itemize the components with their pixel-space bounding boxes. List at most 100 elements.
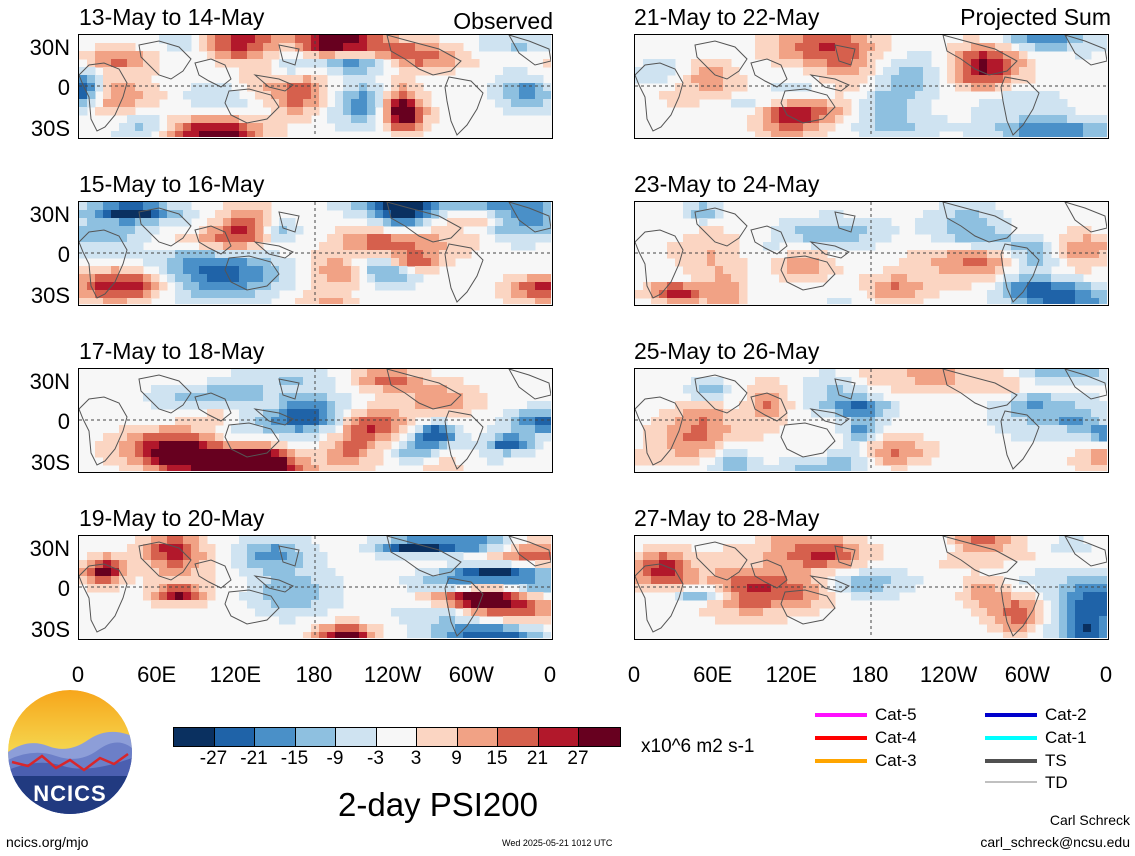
field-cell <box>1067 250 1076 259</box>
field-cell <box>399 608 408 617</box>
field-cell <box>263 274 272 283</box>
field-cell <box>955 59 964 68</box>
field-cell <box>527 75 536 84</box>
field-cell <box>159 393 168 402</box>
field-cell <box>527 449 536 458</box>
field-cell <box>707 608 716 617</box>
field-cell <box>247 425 256 434</box>
field-cell <box>527 425 536 434</box>
field-cell <box>343 258 352 267</box>
field-cell <box>827 75 836 84</box>
field-cell <box>127 441 136 450</box>
field-cell <box>899 67 908 76</box>
field-cell <box>1091 417 1100 426</box>
field-cell <box>303 449 312 458</box>
field-cell <box>1043 115 1052 124</box>
field-cell <box>1075 449 1084 458</box>
field-cell <box>407 624 416 633</box>
field-cell <box>207 266 216 275</box>
field-cell <box>699 274 708 283</box>
field-cell <box>771 536 780 545</box>
field-cell <box>771 131 780 137</box>
field-cell <box>415 51 424 60</box>
field-cell <box>423 67 432 76</box>
field-cell <box>223 282 232 291</box>
field-cell <box>987 552 996 561</box>
field-cell <box>787 99 796 108</box>
coastline <box>278 44 300 66</box>
author-email[interactable]: carl_schreck@ncsu.edu <box>980 834 1130 850</box>
field-cell <box>111 266 120 275</box>
field-cell <box>183 202 192 211</box>
field-cell <box>111 274 120 283</box>
field-cell <box>335 51 344 60</box>
field-cell <box>715 425 724 434</box>
field-cell <box>979 274 988 283</box>
field-cell <box>415 385 424 394</box>
field-cell <box>335 576 344 585</box>
field-cell <box>175 425 184 434</box>
field-cell <box>931 266 940 275</box>
field-cell <box>519 433 528 442</box>
field-cell <box>231 457 240 466</box>
field-cell <box>1099 401 1107 410</box>
track-legend-label: Cat-3 <box>875 751 917 770</box>
field-cell <box>231 250 240 259</box>
field-cell <box>143 298 152 304</box>
field-cell <box>247 568 256 577</box>
coastline <box>444 76 484 136</box>
field-cell <box>503 425 512 434</box>
field-cell <box>159 560 168 569</box>
field-cell <box>995 417 1004 426</box>
field-cell <box>683 425 692 434</box>
field-cell <box>151 99 160 108</box>
field-cell <box>447 576 456 585</box>
field-cell <box>255 608 264 617</box>
field-cell <box>183 433 192 442</box>
field-cell <box>367 258 376 267</box>
field-cell <box>327 457 336 466</box>
field-cell <box>367 274 376 283</box>
field-cell <box>931 123 940 132</box>
field-cell <box>335 592 344 601</box>
field-cell <box>843 83 852 92</box>
field-cell <box>651 576 660 585</box>
field-cell <box>471 560 480 569</box>
field-cell <box>279 425 288 434</box>
field-cell <box>875 107 884 116</box>
field-cell <box>103 59 112 68</box>
field-cell <box>819 401 828 410</box>
field-cell <box>779 584 788 593</box>
field-cell <box>691 242 700 251</box>
field-cell <box>875 441 884 450</box>
field-cell <box>495 624 504 633</box>
field-cell <box>335 282 344 291</box>
field-cell <box>683 433 692 442</box>
field-cell <box>383 282 392 291</box>
field-cell <box>779 385 788 394</box>
field-cell <box>191 131 200 137</box>
field-cell <box>955 123 964 132</box>
field-cell <box>947 377 956 386</box>
field-cell <box>463 568 472 577</box>
field-cell <box>295 600 304 609</box>
field-cell <box>779 123 788 132</box>
field-cell <box>707 274 716 283</box>
field-cell <box>731 67 740 76</box>
field-cell <box>143 83 152 92</box>
field-cell <box>835 409 844 418</box>
field-cell <box>1019 624 1028 633</box>
field-cell <box>231 258 240 267</box>
field-cell <box>1043 425 1052 434</box>
field-cell <box>1059 369 1068 378</box>
field-cell <box>739 282 748 291</box>
field-cell <box>487 544 496 553</box>
field-cell <box>391 242 400 251</box>
field-cell <box>439 59 448 68</box>
field-cell <box>1099 608 1107 617</box>
field-cell <box>519 242 528 251</box>
field-cell <box>87 568 96 577</box>
field-cell <box>383 385 392 394</box>
field-cell <box>1035 290 1044 299</box>
source-url[interactable]: ncics.org/mjo <box>6 834 89 850</box>
